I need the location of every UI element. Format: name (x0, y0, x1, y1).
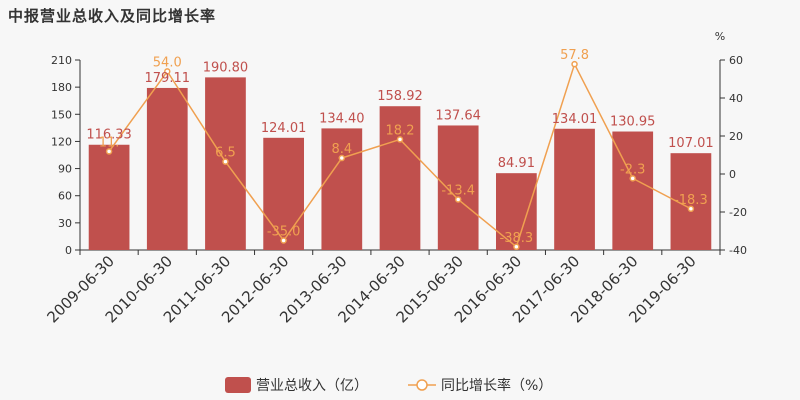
y-left-tick-label: 210 (51, 54, 72, 67)
bar-data-label: 134.40 (319, 111, 365, 126)
line-point (105, 148, 113, 155)
bar-data-label: 158.92 (377, 89, 423, 104)
y-right-unit-label: % (715, 30, 725, 43)
bar-data-label: 137.64 (435, 108, 481, 123)
y-left-tick-label: 30 (58, 217, 72, 230)
line-point (513, 243, 520, 251)
line-data-label: -35.0 (267, 225, 301, 240)
line-point (164, 68, 171, 75)
legend-bar-label: 营业总收入（亿） (256, 378, 368, 394)
line-point (280, 237, 287, 244)
line-data-label: 8.4 (331, 142, 352, 157)
y-left-tick-label: 0 (65, 244, 72, 257)
line-data-label: 11. (99, 135, 120, 150)
y-right-tick-label: 0 (729, 168, 736, 181)
chart-title: 中报营业总收入及同比增长率 (8, 7, 217, 25)
y-left-tick-label: 180 (51, 81, 72, 94)
bar-data-label: 116.33 (86, 128, 132, 143)
bar (496, 173, 537, 250)
bar (321, 128, 363, 250)
bar-data-label: 107.01 (668, 136, 714, 151)
y-right-tick-label: 40 (729, 92, 743, 105)
y-left-tick-label: 90 (58, 163, 72, 176)
line-data-label: 57.8 (560, 48, 589, 63)
line-data-label: 54.0 (153, 55, 182, 70)
line-data-label: -2.3 (620, 162, 645, 177)
bar (88, 144, 130, 250)
bar-data-label: 190.80 (203, 60, 249, 75)
bar-data-label: 179.11 (145, 71, 191, 86)
line-point (454, 196, 462, 203)
bar-data-label: 130.95 (610, 115, 656, 130)
line-data-label: -38.3 (500, 231, 534, 246)
bar (146, 87, 188, 251)
legend-bar-swatch (225, 377, 251, 393)
y-left-tick-label: 150 (51, 108, 72, 121)
line-point (571, 60, 578, 68)
line-point (629, 175, 636, 182)
bar (379, 106, 421, 250)
bar (263, 137, 304, 250)
bar (554, 128, 595, 250)
bar-data-label: 124.01 (261, 121, 307, 136)
line-point (338, 154, 346, 162)
y-right-tick-label: 60 (729, 54, 743, 67)
y-right-tick-label: -40 (729, 244, 747, 257)
bar (437, 125, 479, 250)
y-right-tick-label: 20 (729, 130, 743, 143)
line-data-label: 18.2 (386, 123, 415, 138)
y-left-tick-label: 120 (51, 135, 72, 148)
line-data-label: 6.5 (215, 146, 236, 161)
line-data-label: -13.4 (441, 183, 475, 198)
bar-data-label: 134.01 (552, 112, 598, 127)
legend-line-marker (416, 379, 428, 391)
bar-data-label: 84.91 (498, 156, 535, 171)
y-right-tick-label: -20 (729, 206, 747, 219)
line-data-label: -18.3 (674, 193, 708, 208)
line-point (396, 136, 404, 143)
y-left-tick-label: 60 (58, 190, 72, 203)
line-point (222, 158, 229, 165)
legend-line-label: 同比增长率（%） (441, 377, 552, 394)
line-point (687, 205, 695, 213)
